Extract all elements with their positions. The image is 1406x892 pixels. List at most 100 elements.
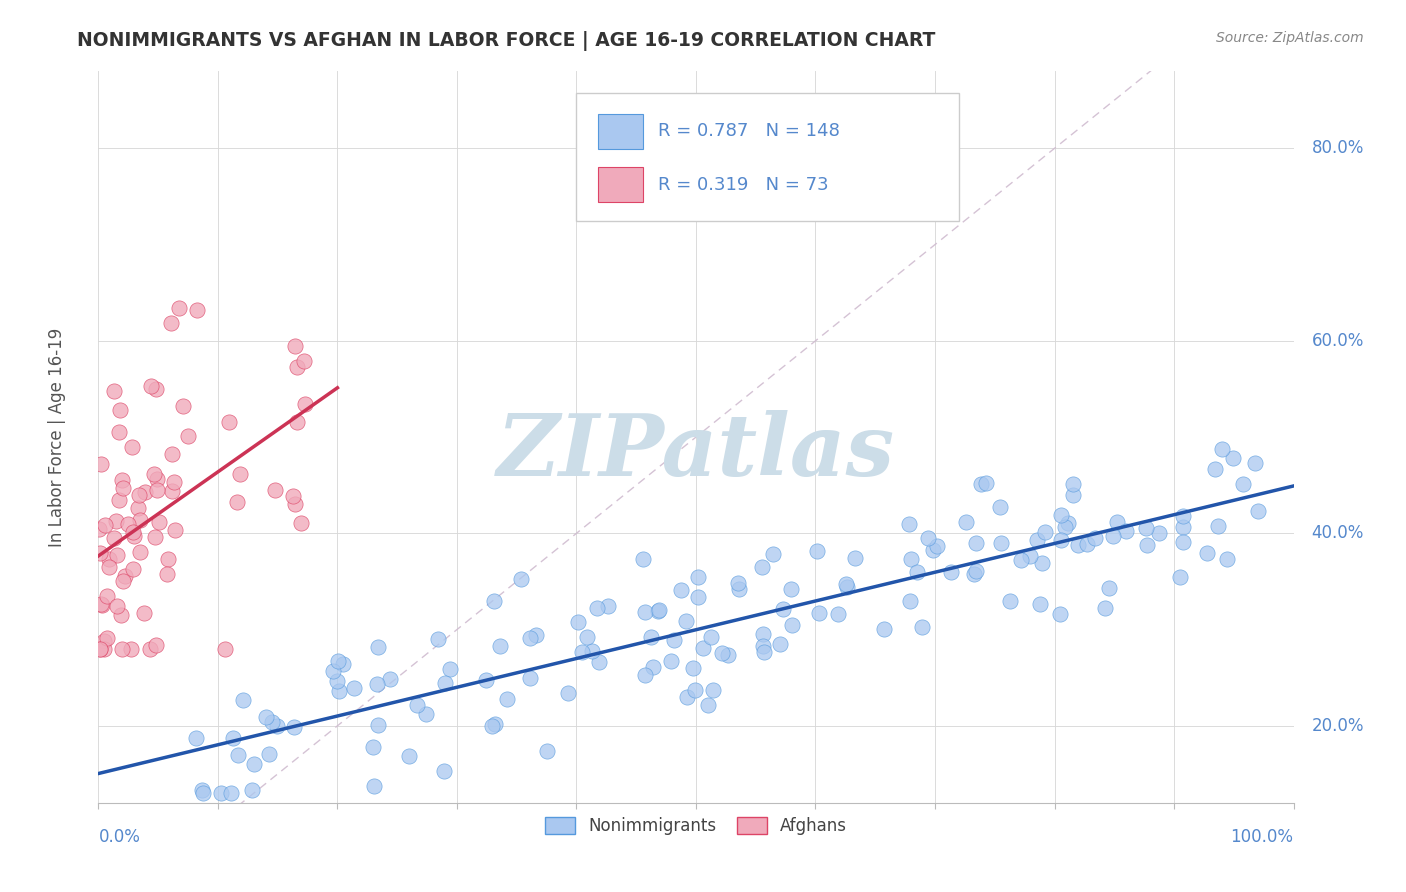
Point	[1057, 516, 1080, 530]
Point	[1195, 545, 1218, 559]
Point	[1053, 519, 1076, 533]
Point	[332, 657, 354, 672]
Point	[121, 440, 143, 454]
Point	[367, 718, 389, 732]
Point	[585, 601, 607, 615]
Point	[835, 576, 858, 591]
Point	[103, 384, 125, 399]
Point	[148, 515, 170, 529]
Point	[1031, 557, 1053, 571]
Point	[127, 500, 149, 515]
Point	[702, 682, 724, 697]
Point	[1033, 524, 1056, 539]
Point	[873, 622, 896, 636]
Text: R = 0.319   N = 73: R = 0.319 N = 73	[658, 176, 828, 194]
Point	[184, 731, 207, 745]
Point	[686, 590, 709, 604]
Point	[484, 717, 506, 731]
Point	[145, 638, 167, 652]
Point	[122, 524, 145, 539]
Point	[1105, 515, 1128, 529]
Point	[167, 301, 190, 315]
Point	[648, 603, 671, 617]
Point	[143, 467, 166, 481]
Point	[285, 415, 308, 429]
Point	[139, 378, 162, 392]
Point	[717, 648, 740, 663]
Point	[643, 660, 665, 674]
Point	[900, 594, 922, 608]
Point	[939, 566, 962, 580]
Point	[108, 425, 131, 439]
Point	[108, 403, 131, 417]
Point	[659, 654, 682, 668]
Point	[243, 757, 266, 772]
Point	[1115, 524, 1137, 538]
Point	[219, 786, 242, 800]
Point	[162, 447, 184, 461]
Point	[675, 614, 697, 628]
Point	[837, 581, 859, 595]
Point	[172, 399, 194, 413]
Point	[1204, 461, 1226, 475]
Point	[728, 582, 751, 597]
Point	[827, 607, 849, 621]
Point	[910, 620, 932, 634]
Point	[1102, 529, 1125, 543]
Point	[1025, 533, 1047, 547]
Point	[576, 630, 599, 644]
Point	[259, 747, 281, 761]
Point	[925, 539, 948, 553]
Point	[156, 567, 179, 582]
Point	[159, 316, 181, 330]
Point	[1010, 553, 1032, 567]
Point	[145, 483, 167, 498]
Point	[974, 475, 997, 490]
Point	[1232, 477, 1254, 491]
Point	[557, 685, 579, 699]
Point	[439, 662, 461, 676]
Point	[475, 673, 498, 688]
Point	[780, 617, 803, 632]
Point	[682, 661, 704, 675]
Text: ZIPatlas: ZIPatlas	[496, 410, 896, 493]
Text: R = 0.787   N = 148: R = 0.787 N = 148	[658, 122, 839, 140]
Point	[990, 536, 1012, 550]
Point	[96, 631, 118, 645]
Point	[897, 517, 920, 532]
Point	[1135, 521, 1157, 535]
Point	[567, 615, 589, 630]
Text: In Labor Force | Age 16-19: In Labor Force | Age 16-19	[48, 327, 66, 547]
FancyBboxPatch shape	[576, 94, 959, 221]
Point	[1098, 582, 1121, 596]
Point	[917, 531, 939, 545]
Point	[103, 532, 125, 546]
Point	[921, 542, 943, 557]
Point	[322, 664, 344, 678]
Point	[209, 786, 232, 800]
Point	[93, 634, 115, 648]
Point	[1094, 600, 1116, 615]
Point	[146, 472, 169, 486]
Point	[97, 559, 120, 574]
Point	[675, 690, 697, 704]
Point	[114, 568, 136, 582]
Text: Source: ZipAtlas.com: Source: ZipAtlas.com	[1216, 31, 1364, 45]
Point	[963, 567, 986, 582]
Point	[328, 683, 350, 698]
Point	[262, 715, 284, 730]
Point	[264, 483, 287, 498]
Point	[218, 415, 240, 429]
Point	[366, 677, 388, 691]
Point	[905, 565, 928, 579]
FancyBboxPatch shape	[598, 114, 644, 149]
Point	[94, 518, 117, 533]
Point	[110, 608, 132, 623]
Point	[367, 640, 389, 654]
Point	[588, 656, 610, 670]
Point	[1084, 531, 1107, 545]
Point	[752, 627, 775, 641]
Point	[751, 560, 773, 574]
Point	[90, 597, 112, 611]
Point	[110, 641, 132, 656]
